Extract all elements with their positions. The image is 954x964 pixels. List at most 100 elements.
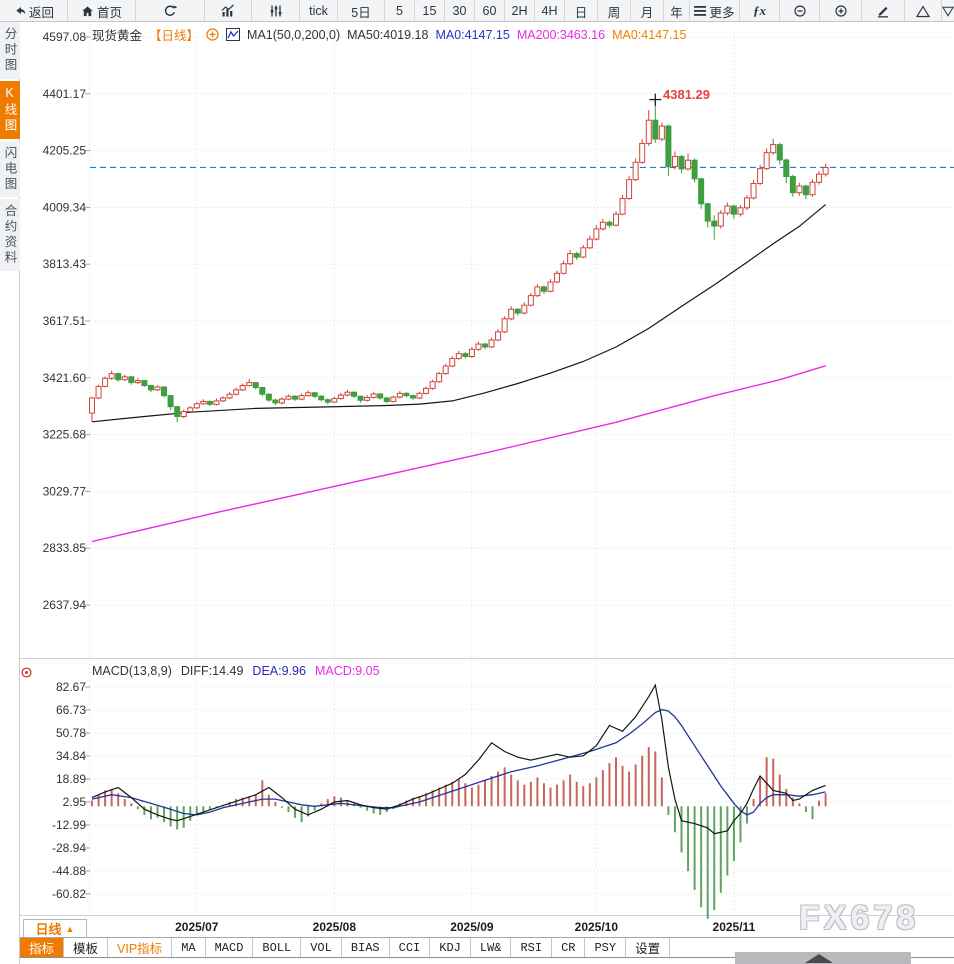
tab-kdj[interactable]: KDJ (430, 938, 471, 957)
ma50-value: MA50:4019.18 (347, 27, 429, 42)
tf-week-button[interactable]: 周 (598, 0, 631, 22)
zoom-in-button[interactable] (820, 0, 862, 22)
tab-indicators[interactable]: 指标 (20, 938, 65, 957)
svg-text:3617.51: 3617.51 (43, 314, 87, 328)
macd-diff-value: DIFF:14.49 (180, 664, 244, 678)
macd-layer (91, 683, 827, 919)
fx-icon: ƒx (753, 3, 766, 18)
peak-price-annotation: 4381.29 (663, 87, 710, 102)
back-label: 返回 (28, 5, 54, 20)
shape-icon (942, 6, 954, 17)
tf-month-button[interactable]: 月 (631, 0, 664, 22)
chevron-up-icon: ▲ (65, 923, 75, 934)
horizontal-scrollbar[interactable] (735, 952, 911, 964)
ma-line-icon[interactable] (226, 28, 241, 41)
ma-settings-label: MA1(50,0,200,0) (247, 27, 341, 42)
sidebar-item-time-chart[interactable]: 分时图 (0, 22, 20, 79)
tab-ma[interactable]: MA (172, 938, 206, 957)
indicator-tab-bar: 指标 模板 VIP指标 MA MACD BOLL VOL BIAS CCI KD… (20, 937, 954, 958)
macd-dea-value: DEA:9.96 (252, 664, 306, 678)
svg-text:2025/09: 2025/09 (450, 920, 494, 934)
watermark: FX678 (799, 899, 920, 937)
tf-4h-button[interactable]: 4H (535, 0, 565, 22)
tf-day-button[interactable]: 日 (565, 0, 598, 22)
menu-icon (694, 6, 707, 16)
svg-text:3421.60: 3421.60 (43, 371, 87, 385)
tab-lw[interactable]: LW& (471, 938, 512, 957)
more-button[interactable]: 更多 (690, 0, 740, 22)
shape-tool-button[interactable] (942, 0, 954, 22)
timeframe-selector[interactable]: 日线 ▲ (23, 919, 87, 938)
tab-psy[interactable]: PSY (585, 938, 627, 957)
macd-params: MACD(13,8,9) (92, 664, 172, 678)
timeframe-label: 日线 (35, 922, 62, 937)
svg-text:66.73: 66.73 (56, 703, 86, 717)
tf-60min-button[interactable]: 60 (475, 0, 505, 22)
tab-vip-indicators[interactable]: VIP指标 (108, 938, 173, 957)
refresh-button[interactable] (136, 0, 205, 22)
tf-2h-button[interactable]: 2H (505, 0, 535, 22)
svg-text:-12.99: -12.99 (52, 818, 86, 832)
chart-header: 现货黄金 【日线】 MA1(50,0,200,0) MA50:4019.18 M… (92, 25, 686, 44)
indicator-style-button[interactable] (252, 0, 300, 22)
tab-settings[interactable]: 设置 (626, 938, 671, 957)
tab-cr[interactable]: CR (552, 938, 586, 957)
svg-text:2025/08: 2025/08 (313, 920, 357, 934)
svg-text:18.89: 18.89 (56, 772, 86, 786)
candles-layer (89, 99, 829, 423)
diff-line (91, 683, 826, 835)
svg-text:4401.17: 4401.17 (43, 87, 87, 101)
sliders-icon (270, 5, 281, 17)
svg-text:3813.43: 3813.43 (43, 257, 87, 271)
indicator-settings-icon[interactable] (20, 666, 33, 679)
tab-bias[interactable]: BIAS (342, 938, 390, 957)
triangle-tool-button[interactable] (905, 0, 942, 22)
top-toolbar: 返回 首页 tick 5日 5 15 30 60 2H 4H 日 周 月 年 更… (0, 0, 954, 22)
svg-text:4009.34: 4009.34 (43, 200, 87, 214)
macd-hist-value: MACD:9.05 (314, 664, 380, 678)
tf-30min-button[interactable]: 30 (445, 0, 475, 22)
sidebar-item-lightning-chart[interactable]: 闪电图 (0, 140, 20, 197)
macd-header: MACD(13,8,9) DIFF:14.49 DEA:9.96 MACD:9.… (92, 664, 380, 678)
tf-5day-button[interactable]: 5日 (338, 0, 385, 22)
svg-text:4205.25: 4205.25 (43, 144, 87, 158)
sidebar-item-kline-chart[interactable]: K线图 (0, 80, 20, 139)
tab-boll[interactable]: BOLL (253, 938, 302, 957)
tf-15min-button[interactable]: 15 (415, 0, 445, 22)
triangle-icon (916, 4, 930, 17)
tab-vol[interactable]: VOL (301, 938, 342, 957)
tf-tick-button[interactable]: tick (300, 0, 338, 22)
back-button[interactable]: 返回 (0, 0, 68, 22)
svg-text:2.95: 2.95 (63, 795, 87, 809)
svg-text:-60.82: -60.82 (52, 887, 86, 901)
svg-text:2025/10: 2025/10 (575, 920, 619, 934)
tf-year-button[interactable]: 年 (664, 0, 690, 22)
ma0-value-blue: MA0:4147.15 (435, 27, 510, 42)
formula-button[interactable]: ƒx (740, 0, 780, 22)
zoom-out-button[interactable] (780, 0, 820, 22)
grid-layer: 4597.08 4401.17 4205.25 4009.34 3813.43 3617.… (20, 28, 954, 934)
svg-text:3225.68: 3225.68 (43, 428, 87, 442)
tab-templates[interactable]: 模板 (64, 938, 109, 957)
tab-rsi[interactable]: RSI (511, 938, 553, 957)
pencil-icon (878, 6, 888, 18)
ma200-value: MA200:3463.16 (516, 27, 606, 42)
back-icon (16, 6, 26, 14)
home-button[interactable]: 首页 (68, 0, 136, 22)
svg-text:2025/07: 2025/07 (175, 920, 219, 934)
period-label[interactable]: 【日线】 (149, 29, 200, 43)
svg-text:3029.77: 3029.77 (43, 484, 87, 498)
tab-cci[interactable]: CCI (390, 938, 431, 957)
symbol-name: 现货黄金 (92, 29, 143, 43)
tf-5min-button[interactable]: 5 (385, 0, 415, 22)
add-indicator-icon[interactable] (206, 28, 219, 41)
svg-text:82.67: 82.67 (56, 680, 86, 694)
draw-button[interactable] (862, 0, 905, 22)
ma50-line (91, 204, 826, 423)
tab-macd[interactable]: MACD (206, 938, 254, 957)
sidebar-item-contract-info[interactable]: 合约资料 (0, 199, 20, 271)
chart-style-button[interactable] (205, 0, 252, 22)
svg-text:2833.85: 2833.85 (43, 541, 87, 555)
